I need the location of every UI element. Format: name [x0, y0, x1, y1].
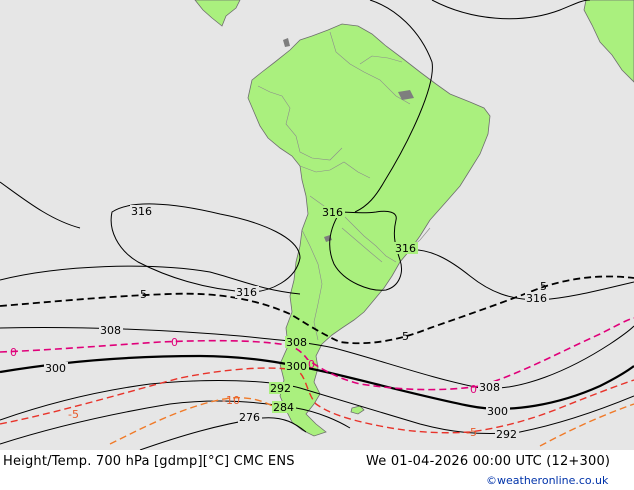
isotherm-minus10 — [109, 397, 285, 445]
label-308-east: 308 — [479, 381, 500, 394]
landmass-south-america — [247, 23, 491, 437]
contour-316-inland — [329, 210, 402, 291]
contour-292 — [0, 380, 634, 435]
isotherm-minus5 — [0, 367, 634, 434]
isotherms — [0, 275, 634, 447]
map-title: Height/Temp. 700 hPa [gdmp][°C] CMC ENS — [3, 454, 295, 469]
credit-link[interactable]: ©weatheronline.co.uk — [486, 474, 609, 487]
isotherm-5 — [0, 275, 634, 345]
label-300-coast: 300 — [286, 360, 307, 373]
label-temp-5-east: 5 — [402, 330, 409, 343]
label-temp-0-east: 0 — [470, 383, 477, 396]
label-temp-minus10: -10 — [222, 394, 240, 407]
label-316-inland: 316 — [322, 206, 343, 219]
weather-map: 316 316 316 316 316 308 308 308 300 300 … — [0, 0, 634, 451]
label-308-coast: 308 — [286, 336, 307, 349]
landmass-falklands — [350, 405, 365, 415]
contour-284 — [0, 400, 351, 445]
lake-amazon-mouth — [398, 90, 414, 100]
isotherm-0 — [0, 317, 634, 391]
landmass-africa — [583, 0, 634, 83]
label-temp-minus5-west: -5 — [68, 408, 79, 421]
landmasses — [194, 0, 634, 437]
height-contours — [0, 0, 634, 451]
label-316-east: 316 — [395, 242, 416, 255]
label-300-west: 300 — [45, 362, 66, 375]
label-308-west: 308 — [100, 324, 121, 337]
contour-308 — [0, 325, 634, 389]
lake-maracaibo — [283, 38, 290, 47]
label-temp-0-coast: 0 — [308, 358, 315, 371]
height-labels: 316 316 316 316 316 308 308 308 300 300 … — [44, 205, 549, 441]
label-temp-5-west: 5 — [140, 288, 147, 301]
contour-300 — [0, 354, 634, 410]
contour-316-mid-pacific — [0, 265, 301, 295]
contour-316-ne-arc — [431, 0, 591, 20]
label-300-east: 300 — [487, 405, 508, 418]
isotherm-minus10-east — [539, 403, 634, 447]
label-temp-0-west: 0 — [10, 346, 17, 359]
label-temp-minus5-east: -5 — [466, 426, 477, 439]
contour-316-nw-arc — [0, 181, 81, 229]
label-temp-5-far-east: 5 — [540, 280, 547, 293]
label-292-east: 292 — [496, 428, 517, 441]
contour-316-east — [407, 249, 634, 301]
temperature-labels: 5 5 5 0 0 0 0 -5 -5 -10 — [10, 280, 547, 439]
label-284: 284 — [273, 401, 294, 414]
map-footer: Height/Temp. 700 hPa [gdmp][°C] CMC ENS … — [0, 450, 634, 490]
label-276: 276 — [239, 411, 260, 424]
label-316-mid: 316 — [236, 286, 257, 299]
valid-time: We 01-04-2026 00:00 UTC (12+300) — [366, 454, 611, 469]
label-316-atlantic: 316 — [526, 292, 547, 305]
contour-316-north-atlantic — [354, 0, 433, 213]
map-canvas: 316 316 316 316 316 308 308 308 300 300 … — [0, 0, 634, 451]
label-292-coast: 292 — [270, 382, 291, 395]
label-temp-0-mid: 0 — [171, 336, 178, 349]
contour-316-pacific-loop — [110, 203, 301, 293]
landmass-north-america — [194, 0, 241, 27]
label-316-west: 316 — [131, 205, 152, 218]
